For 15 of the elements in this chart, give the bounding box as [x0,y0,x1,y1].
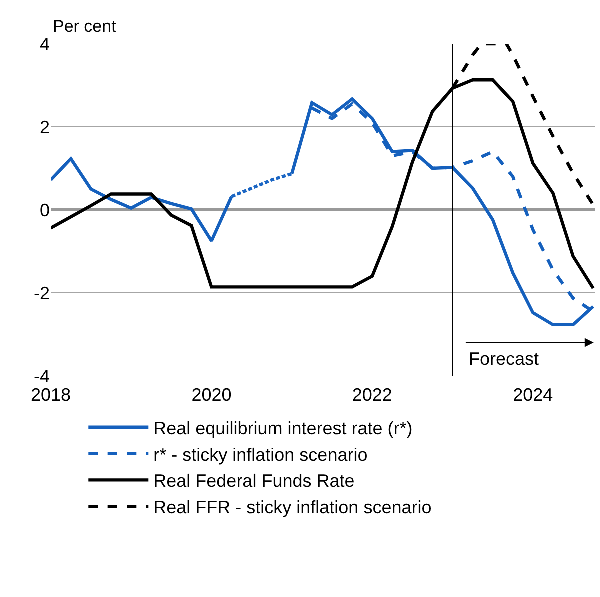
legend-label: Real Federal Funds Rate [154,471,355,492]
y-tick-label: 4 [40,34,50,54]
y-tick-label: 2 [40,117,50,138]
x-tick-label: 2020 [192,385,232,405]
x-tick-label: 2024 [513,385,554,405]
legend-label: Real equilibrium interest rate (r*) [154,418,413,438]
x-tick-label: 2018 [30,385,72,405]
y-axis-title: Per cent [53,17,117,36]
y-tick-label: -2 [34,283,50,304]
legend-label: Real FFR - sticky inflation scenario [154,498,432,518]
annotation: Forecast [469,349,540,369]
y-tick-label: 0 [40,200,50,220]
legend-label: r* - sticky inflation scenario [154,444,368,465]
x-tick-label: 2022 [352,385,392,405]
y-tick-label: -4 [34,366,50,386]
